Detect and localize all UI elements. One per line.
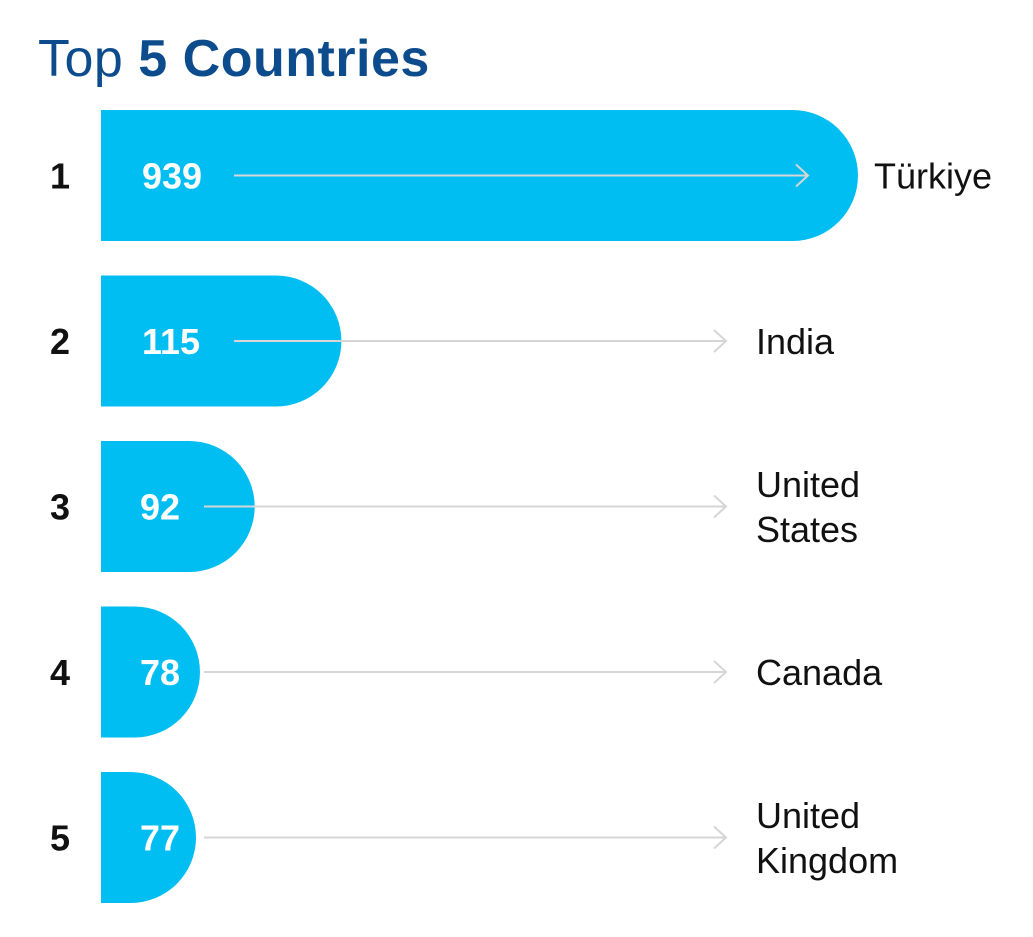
bar-3 — [101, 441, 255, 572]
arrow-head-5 — [713, 825, 728, 850]
chart-title-prefix: Top — [38, 30, 124, 88]
value-label-4: 78 — [140, 652, 180, 693]
arrow-head-2 — [713, 329, 728, 353]
country-label-4: Canada — [756, 652, 883, 693]
value-label-3: 92 — [140, 487, 180, 528]
value-label-2: 115 — [142, 321, 200, 362]
country-label-5: United Kingdom — [756, 795, 898, 881]
country-label-2: India — [756, 321, 835, 362]
bar-5 — [101, 772, 196, 903]
rank-label-3: 3 — [50, 487, 70, 528]
country-label-line: United — [756, 464, 860, 505]
country-label-line: Canada — [756, 652, 883, 693]
country-label-1: Türkiye — [874, 156, 992, 197]
country-label-line: United — [756, 795, 860, 836]
value-label-5: 77 — [140, 818, 180, 859]
country-label-line: Türkiye — [874, 156, 992, 197]
country-label-line: Kingdom — [756, 840, 898, 881]
rank-label-1: 1 — [50, 156, 70, 197]
rank-label-4: 4 — [50, 652, 70, 693]
country-label-line: India — [756, 321, 835, 362]
rank-label-2: 2 — [50, 321, 70, 362]
bar-2 — [101, 275, 342, 407]
rank-label-5: 5 — [50, 818, 70, 859]
country-label-3: United States — [756, 464, 860, 550]
arrow-head-4 — [713, 660, 728, 684]
arrow-head-1 — [795, 163, 810, 188]
chart-title-emphasis: 5 Countries — [138, 30, 430, 88]
value-label-1: 939 — [142, 156, 202, 197]
bar-4 — [101, 606, 200, 738]
chart-title: Top 5 Countries — [38, 26, 430, 92]
arrow-head-3 — [713, 494, 728, 519]
country-label-line: States — [756, 509, 858, 550]
